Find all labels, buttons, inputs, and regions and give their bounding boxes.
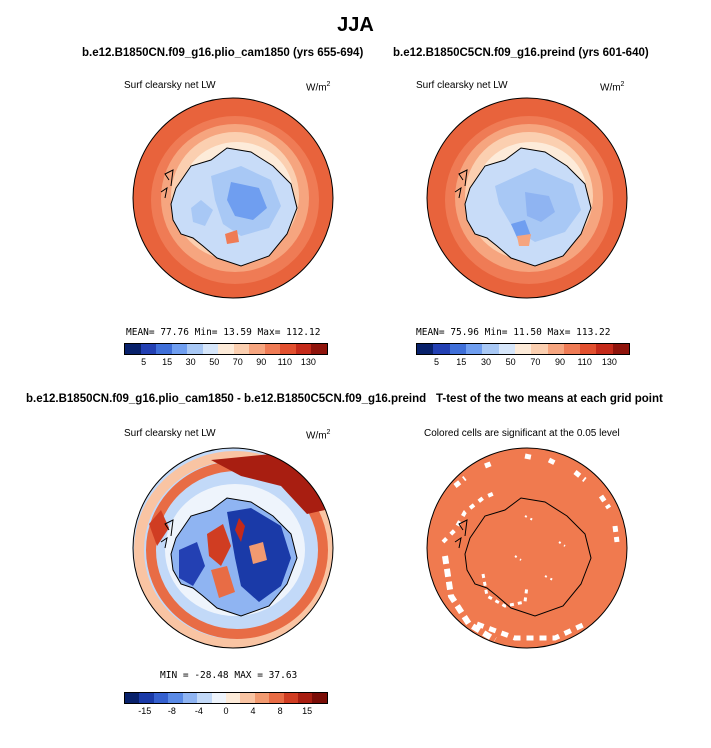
colorbar-swatch: [312, 693, 327, 703]
colorbar-absolute-tick: 130: [300, 357, 316, 367]
colorbar-swatch: [125, 693, 140, 703]
polar-map-bottom-left: [132, 447, 334, 649]
polar-map-top-right: [426, 97, 628, 299]
panel-title-bottom-left: b.e12.B1850CN.f09_g16.plio_cam1850 - b.e…: [26, 393, 427, 405]
colorbar-swatch: [264, 344, 281, 354]
colorbar-swatch: [283, 693, 299, 703]
panel-title-top-right: b.e12.B1850C5CN.f09_g16.preind (yrs 601-…: [393, 47, 649, 59]
colorbar-swatch: [311, 344, 327, 354]
colorbar-swatch: [187, 344, 203, 354]
colorbar-difference-tick: 4: [250, 706, 256, 716]
colorbar-absolute-tick: 30: [185, 357, 196, 367]
panel-title-bottom-right: T-test of the two means at each grid poi…: [436, 393, 663, 405]
colorbar-swatch: [563, 344, 581, 354]
colorbar-absolute-tick: 110: [577, 357, 592, 367]
polar-map-top-left: [132, 97, 334, 299]
colorbar-swatch: [498, 344, 515, 354]
colorbar-swatch: [125, 344, 141, 354]
stats-top-left: MEAN= 77.76 Min= 13.59 Max= 112.12: [126, 327, 321, 338]
variable-label-bottom-left: Surf clearsky net LW: [124, 428, 216, 439]
colorbar-difference-tick: 15: [302, 706, 313, 716]
variable-label-top-left: Surf clearsky net LW: [124, 80, 216, 91]
colorbar-absolute-tick: 5: [434, 357, 440, 367]
colorbar-swatch: [295, 344, 312, 354]
units-label-top-left: W/m2: [306, 81, 331, 94]
colorbar-swatch: [465, 344, 483, 354]
colorbar-absolute-tick: 70: [232, 357, 243, 367]
colorbar-absolute-tick: 15: [162, 357, 173, 367]
polar-map-bottom-right: [426, 447, 628, 649]
colorbar-swatch: [547, 344, 564, 354]
panel-title-top-left: b.e12.B1850CN.f09_g16.plio_cam1850 (yrs …: [82, 47, 364, 59]
stats-top-right: MEAN= 75.96 Min= 11.50 Max= 113.22: [416, 327, 611, 338]
colorbar-swatch: [139, 693, 154, 703]
colorbar-absolute-tick: 90: [555, 357, 566, 367]
colorbar-swatch: [514, 344, 532, 354]
colorbar-top-left: [124, 343, 328, 355]
colorbar-swatch: [202, 344, 219, 354]
colorbar-swatch: [225, 693, 241, 703]
colorbar-bottom-left: [124, 692, 328, 704]
colorbar-swatch: [417, 344, 434, 354]
colorbar-swatch: [156, 344, 172, 354]
colorbar-absolute-tick: 15: [456, 357, 467, 367]
colorbar-swatch: [211, 693, 226, 703]
colorbar-swatch: [197, 693, 212, 703]
colorbar-absolute-tick: 30: [480, 357, 491, 367]
colorbar-swatch: [153, 693, 169, 703]
colorbar-swatch: [433, 344, 450, 354]
colorbar-swatch: [298, 693, 313, 703]
main-title: JJA: [337, 14, 374, 36]
colorbar-absolute-tick: 50: [209, 357, 220, 367]
colorbar-difference-tick: 8: [277, 706, 283, 716]
colorbar-absolute-tick: 70: [530, 357, 541, 367]
colorbar-absolute-tick: 110: [277, 357, 293, 367]
colorbar-swatch: [269, 693, 284, 703]
colorbar-swatch: [254, 693, 270, 703]
units-label-bottom-left: W/m2: [306, 429, 331, 442]
stats-bottom-left: MIN = -28.48 MAX = 37.63: [160, 670, 298, 681]
colorbar-difference-tick: -8: [167, 706, 176, 716]
colorbar-swatch: [249, 344, 265, 354]
colorbar-swatch: [171, 344, 188, 354]
colorbar-swatch: [612, 344, 630, 354]
colorbar-absolute-tick: 5: [141, 357, 147, 367]
colorbar-swatch: [482, 344, 499, 354]
colorbar-swatch: [596, 344, 613, 354]
significance-note: Colored cells are significant at the 0.0…: [424, 428, 620, 439]
colorbar-swatch: [531, 344, 548, 354]
colorbar-swatch: [233, 344, 250, 354]
variable-label-top-right: Surf clearsky net LW: [416, 80, 508, 91]
colorbar-absolute-tick: 50: [505, 357, 516, 367]
colorbar-difference-tick: -4: [194, 706, 203, 716]
colorbar-absolute-tick: 90: [256, 357, 267, 367]
units-label-top-right: W/m2: [600, 81, 625, 94]
colorbar-swatch: [240, 693, 255, 703]
colorbar-absolute-tick: 130: [601, 357, 617, 367]
colorbar-difference-tick: 0: [223, 706, 229, 716]
colorbar-top-right: [416, 343, 630, 355]
colorbar-swatch: [280, 344, 296, 354]
colorbar-swatch: [140, 344, 157, 354]
colorbar-swatch: [182, 693, 198, 703]
colorbar-swatch: [580, 344, 597, 354]
colorbar-swatch: [218, 344, 234, 354]
colorbar-difference-tick: -15: [138, 706, 152, 716]
colorbar-swatch: [168, 693, 183, 703]
colorbar-swatch: [449, 344, 466, 354]
